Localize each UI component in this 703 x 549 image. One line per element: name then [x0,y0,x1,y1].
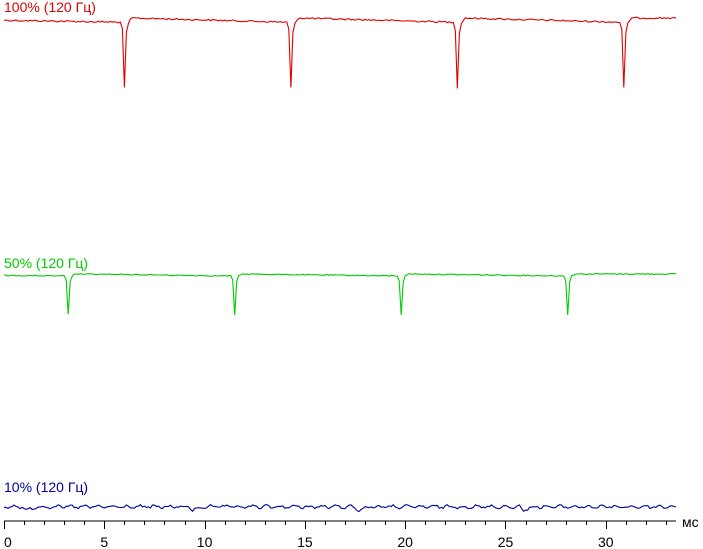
series-line-50 [4,272,676,316]
x-tick-label: 25 [498,534,514,549]
series-label-100: 100% (120 Гц) [4,0,96,15]
series-line-100 [3,16,677,89]
x-tick-label: 15 [297,534,313,549]
x-axis-ticks [4,521,667,529]
x-axis-unit-label: мс [682,514,699,530]
x-tick-label: 30 [598,534,614,549]
series-label-50: 50% (120 Гц) [4,255,88,271]
series-lines [3,16,677,513]
series-label-10: 10% (120 Гц) [4,479,88,495]
x-tick-label: 10 [197,534,213,549]
x-tick-label: 0 [4,534,12,549]
x-tick-label: 20 [397,534,413,549]
series-line-10 [3,503,677,513]
x-axis-tick-labels: 0 5 10 15 20 25 30 [4,534,614,549]
x-tick-label: 5 [100,534,108,549]
